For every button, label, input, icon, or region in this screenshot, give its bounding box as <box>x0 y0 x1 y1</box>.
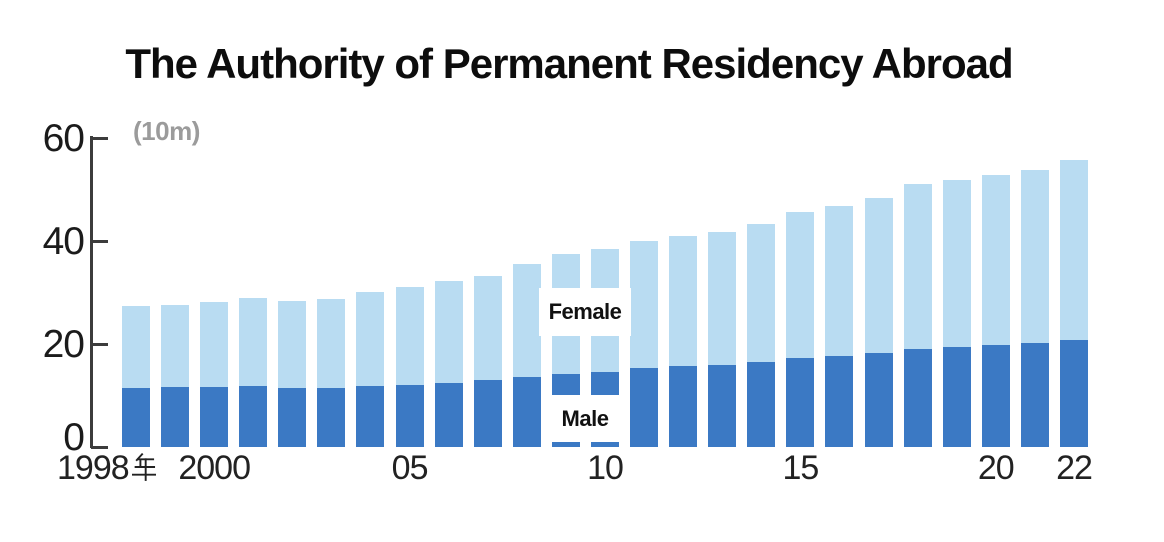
bar-2013-female-segment <box>708 231 737 365</box>
y-tick-mark-40 <box>91 239 108 243</box>
y-axis-line <box>90 136 93 448</box>
year-kanji-icon <box>131 452 157 481</box>
y-tick-label-60: 60 <box>42 117 85 160</box>
bar-1998-female-segment <box>122 306 150 389</box>
bar-2000-male-segment <box>200 386 229 447</box>
bar-2001-male-segment <box>239 385 268 447</box>
y-tick-label-40: 40 <box>42 220 85 263</box>
bar-2016-female-segment <box>825 205 854 357</box>
bar-2006-male-segment <box>434 383 463 447</box>
bar-1999-male-segment <box>161 387 190 447</box>
bar-2018-female-segment <box>903 184 932 350</box>
bar-2004-male-segment <box>356 385 385 447</box>
bar-2003-male-segment <box>317 387 346 447</box>
bar-2017-male-segment <box>864 353 893 447</box>
x-tick-label-2000: 2000 <box>178 449 251 487</box>
bar-2012-female-segment <box>669 235 698 366</box>
bar-2004-female-segment <box>356 291 385 386</box>
legend-male-label: Male <box>546 395 624 442</box>
x-tick-label-2005: 05 <box>391 449 429 487</box>
bar-2016-male-segment <box>825 356 854 447</box>
y-tick-label-20: 20 <box>42 323 85 366</box>
bar-2022-male-segment <box>1059 340 1088 447</box>
bar-2006-female-segment <box>434 280 463 384</box>
bar-2011-female-segment <box>630 241 659 368</box>
bar-2019-male-segment <box>942 347 971 447</box>
bar-2002-female-segment <box>278 301 307 389</box>
bar-1999-female-segment <box>161 304 190 388</box>
bar-2012-male-segment <box>669 365 698 447</box>
bar-2011-male-segment <box>630 367 659 447</box>
bar-2020-female-segment <box>981 174 1010 346</box>
bar-2021-male-segment <box>1020 343 1049 447</box>
bar-2013-male-segment <box>708 364 737 447</box>
bar-2005-female-segment <box>395 287 424 386</box>
x-tick-label-2022: 22 <box>1056 449 1093 487</box>
x-tick-label-1998: 1998 <box>57 451 157 485</box>
bar-2007-male-segment <box>473 380 502 447</box>
bar-1998-male-segment <box>122 388 150 447</box>
bar-2021-female-segment <box>1020 170 1049 344</box>
bar-2015-male-segment <box>786 357 815 447</box>
x-tick-label-2020: 20 <box>977 449 1015 487</box>
y-tick-mark-20 <box>91 342 108 346</box>
bar-2018-male-segment <box>903 349 932 447</box>
bar-2000-female-segment <box>200 302 229 387</box>
bar-2017-female-segment <box>864 197 893 354</box>
chart-title: The Authority of Permanent Residency Abr… <box>125 40 1013 87</box>
bar-2007-female-segment <box>473 275 502 381</box>
bar-2015-female-segment <box>786 211 815 358</box>
bar-2003-female-segment <box>317 299 346 388</box>
bar-2008-male-segment <box>512 377 541 447</box>
bar-2008-female-segment <box>512 263 541 378</box>
y-tick-mark-0 <box>91 445 108 449</box>
y-tick-label-0: 0 <box>63 416 85 459</box>
bar-2022-female-segment <box>1059 160 1088 341</box>
bar-2014-female-segment <box>747 224 776 362</box>
bar-2001-female-segment <box>239 297 268 386</box>
bar-2005-male-segment <box>395 385 424 447</box>
x-tick-label-2010: 10 <box>587 449 624 487</box>
x-tick-label-2015: 15 <box>782 449 819 487</box>
legend-female-label: Female <box>539 288 631 336</box>
bar-2019-female-segment <box>942 180 971 348</box>
bar-2002-male-segment <box>278 388 307 447</box>
y-tick-mark-60 <box>91 136 108 140</box>
bar-2020-male-segment <box>981 345 1010 447</box>
y-axis-unit-label: (10m) <box>133 116 200 146</box>
bar-2014-male-segment <box>747 361 776 447</box>
